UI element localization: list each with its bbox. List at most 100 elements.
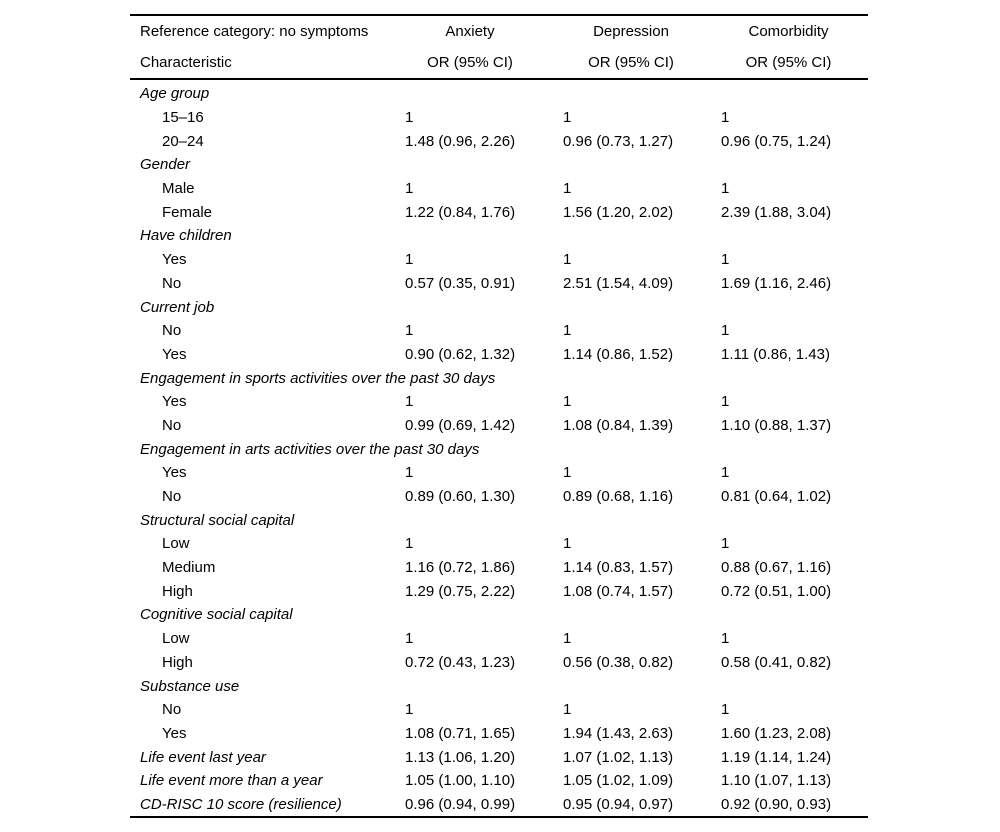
table-row: Life event more than a year 1.05 (1.00, 1… xyxy=(130,769,868,793)
row-label: No xyxy=(162,322,182,340)
row-label: High xyxy=(162,582,193,600)
row-label: Substance use xyxy=(140,677,240,695)
or-ci-cell: 1.69 (1.16, 2.46) xyxy=(721,274,832,292)
table-row: Age group xyxy=(130,82,868,106)
or-ci-cell: 1.22 (0.84, 1.76) xyxy=(405,203,516,221)
row-label: Low xyxy=(162,535,190,553)
table-row: High 0.72 (0.43, 1.23) 0.56 (0.38, 0.82) 0.… xyxy=(130,651,868,675)
row-label: Yes xyxy=(162,464,187,482)
or-ci-cell: 1.05 (1.00, 1.10) xyxy=(405,772,516,790)
header-row-2: Characteristic OR (95% CI) OR (95% CI) O… xyxy=(130,47,868,78)
table-row: Yes 1 1 1 xyxy=(130,248,868,272)
row-label: Age group xyxy=(140,85,210,103)
or-ci-cell: 0.92 (0.90, 0.93) xyxy=(721,795,832,813)
table-row: Substance use xyxy=(130,674,868,698)
or-ci-cell: 1 xyxy=(721,109,730,127)
row-label: No xyxy=(162,274,182,292)
or-ci-cell: 0.95 (0.94, 0.97) xyxy=(563,795,674,813)
or-ci-cell: 1.11 (0.86, 1.43) xyxy=(721,345,830,363)
table-row: No 0.57 (0.35, 0.91) 2.51 (1.54, 4.09) 1.69… xyxy=(130,272,868,296)
row-label: Gender xyxy=(140,156,191,174)
or-ci-cell: 0.89 (0.68, 1.16) xyxy=(563,488,674,506)
or-ci-cell: 1.94 (1.43, 2.63) xyxy=(563,724,674,742)
or-ci-cell: 1.05 (1.02, 1.09) xyxy=(563,772,674,790)
row-label: Cognitive social capital xyxy=(140,606,293,624)
or-ci-cell: 1 xyxy=(563,251,572,269)
table-header: Reference category: no symptoms Anxiety … xyxy=(130,14,868,80)
table-row: Yes 1 1 1 xyxy=(130,461,868,485)
header-depression-or-ci: OR (95% CI) xyxy=(588,54,674,71)
table-row: No 0.89 (0.60, 1.30) 0.89 (0.68, 1.16) 0.81… xyxy=(130,485,868,509)
or-ci-cell: 1 xyxy=(405,701,414,719)
or-ci-cell: 1 xyxy=(563,701,572,719)
or-ci-cell: 0.96 (0.75, 1.24) xyxy=(721,132,832,150)
or-ci-cell: 0.72 (0.43, 1.23) xyxy=(405,653,516,671)
table-row: Female 1.22 (0.84, 1.76) 1.56 (1.20, 2.02)… xyxy=(130,200,868,224)
or-ci-cell: 1.29 (0.75, 2.22) xyxy=(405,582,516,600)
table-row: 15–16 1 1 1 xyxy=(130,106,868,130)
or-ci-cell: 0.89 (0.60, 1.30) xyxy=(405,488,516,506)
table-row: High 1.29 (0.75, 2.22) 1.08 (0.74, 1.57) 0.… xyxy=(130,579,868,603)
or-ci-cell: 1 xyxy=(563,393,572,411)
row-label: CD-RISC 10 score (resilience) xyxy=(140,795,342,813)
table-row: Low 1 1 1 xyxy=(130,532,868,556)
row-label: Yes xyxy=(162,251,187,269)
or-ci-cell: 1 xyxy=(721,535,730,553)
row-label: Yes xyxy=(162,724,187,742)
table-body: Age group 15–16 1 1 1 20–24 1.48 (0.96, 2.26) 0… xyxy=(130,80,868,819)
table-row: Yes 1 1 1 xyxy=(130,390,868,414)
table-row: Low 1 1 1 xyxy=(130,627,868,651)
or-ci-cell: 1 xyxy=(405,535,414,553)
row-label: Medium xyxy=(162,559,216,577)
header-characteristic: Characteristic xyxy=(140,54,232,71)
table-row: No 1 1 1 xyxy=(130,698,868,722)
or-ci-cell: 1.08 (0.84, 1.39) xyxy=(563,416,674,434)
row-label: Yes xyxy=(162,345,187,363)
row-label: Current job xyxy=(140,298,215,316)
row-label: Have children xyxy=(140,227,232,245)
or-ci-cell: 1 xyxy=(563,535,572,553)
table-row: Cognitive social capital xyxy=(130,603,868,627)
table-row: No 1 1 1 xyxy=(130,319,868,343)
or-ci-cell: 1.10 (0.88, 1.37) xyxy=(721,416,832,434)
or-ci-cell: 2.39 (1.88, 3.04) xyxy=(721,203,832,221)
or-ci-cell: 1 xyxy=(563,322,572,340)
header-anxiety-or-ci: OR (95% CI) xyxy=(427,54,513,71)
row-label: 20–24 xyxy=(162,132,204,150)
or-ci-cell: 0.72 (0.51, 1.00) xyxy=(721,582,832,600)
or-ci-cell: 1.14 (0.83, 1.57) xyxy=(563,559,674,577)
row-label: Low xyxy=(162,630,190,648)
header-anxiety: Anxiety xyxy=(445,23,495,40)
or-ci-cell: 1.14 (0.86, 1.52) xyxy=(563,345,674,363)
header-row-1: Reference category: no symptoms Anxiety … xyxy=(130,16,868,47)
or-ci-cell: 1.56 (1.20, 2.02) xyxy=(563,203,674,221)
row-label: Yes xyxy=(162,393,187,411)
or-ci-cell: 1 xyxy=(563,109,572,127)
or-ci-cell: 1 xyxy=(721,393,730,411)
or-ci-cell: 1 xyxy=(405,630,414,648)
or-ci-cell: 1 xyxy=(721,464,730,482)
header-comorbidity-or-ci: OR (95% CI) xyxy=(745,54,832,71)
or-ci-cell: 1 xyxy=(721,701,730,719)
row-label: 15–16 xyxy=(162,109,204,127)
or-ci-cell: 1.19 (1.14, 1.24) xyxy=(721,748,832,766)
row-label: Life event more than a year xyxy=(140,772,323,790)
or-ci-cell: 0.90 (0.62, 1.32) xyxy=(405,345,516,363)
table-row: Life event last year 1.13 (1.06, 1.20) 1.0… xyxy=(130,745,868,769)
table-row: Gender xyxy=(130,153,868,177)
or-ci-cell: 1 xyxy=(563,180,572,198)
table-row: Engagement in sports activities over the… xyxy=(130,366,868,390)
table-row: 20–24 1.48 (0.96, 2.26) 0.96 (0.73, 1.27) 0… xyxy=(130,129,868,153)
or-ci-cell: 1 xyxy=(721,322,730,340)
header-depression: Depression xyxy=(593,23,669,40)
or-ci-cell: 1 xyxy=(563,630,572,648)
row-label: Engagement in sports activities over the… xyxy=(140,369,496,387)
row-label: Engagement in arts activities over the p… xyxy=(140,440,480,458)
table-row: Medium 1.16 (0.72, 1.86) 1.14 (0.83, 1.57)… xyxy=(130,556,868,580)
table-row: No 0.99 (0.69, 1.42) 1.08 (0.84, 1.39) 1.10… xyxy=(130,414,868,438)
or-ci-cell: 0.81 (0.64, 1.02) xyxy=(721,488,832,506)
or-ci-cell: 1 xyxy=(563,464,572,482)
or-ci-cell: 1 xyxy=(405,393,414,411)
row-label: No xyxy=(162,701,182,719)
row-label: Female xyxy=(162,203,213,221)
